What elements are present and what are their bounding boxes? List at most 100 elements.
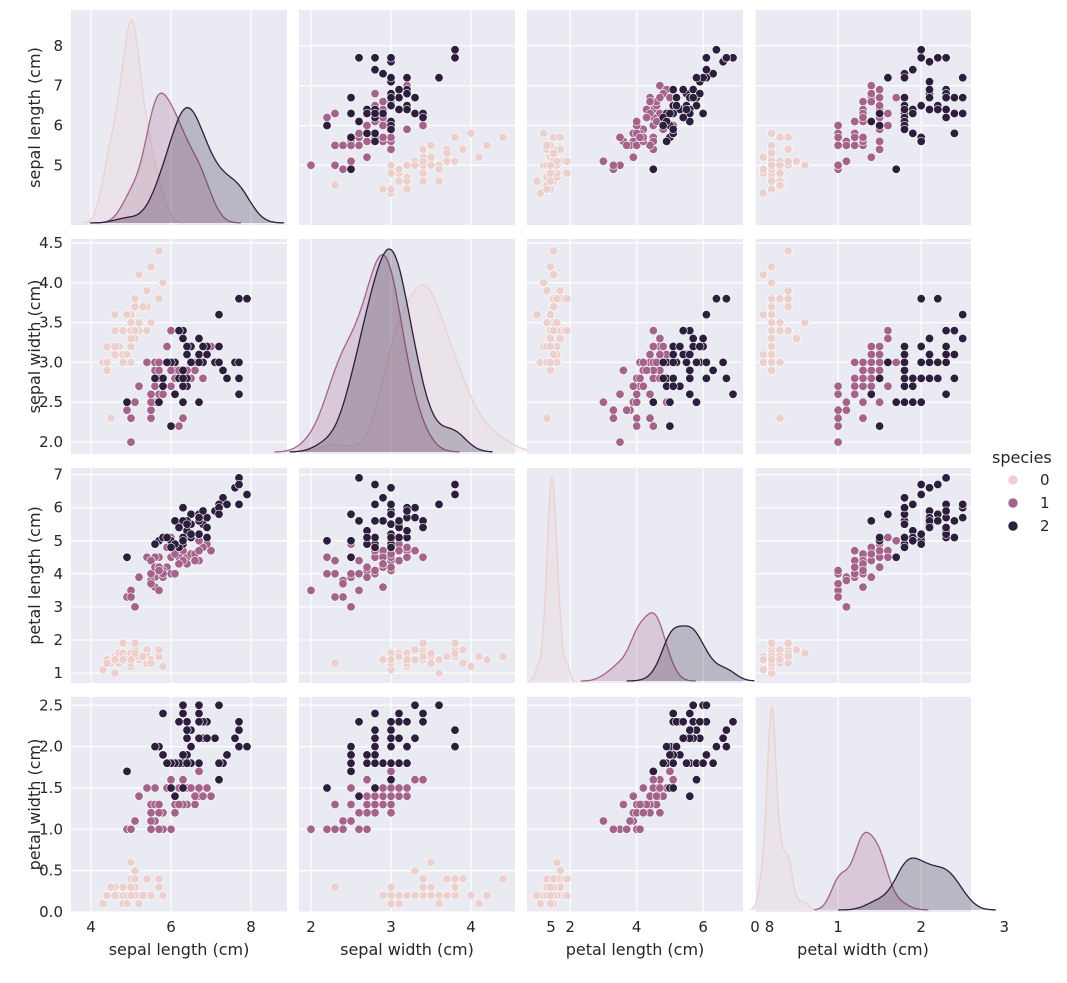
scatter-point-species-0: [442, 890, 452, 900]
kde-area-species-1: [814, 832, 929, 910]
scatter-point-species-0: [386, 890, 396, 900]
scatter-point-species-2: [891, 164, 901, 174]
x-axis-label-sepal-length: sepal length (cm): [109, 940, 250, 959]
scatter-point-species-0: [154, 882, 164, 892]
scatter-point-species-1: [130, 816, 140, 826]
scatter-point-species-0: [545, 357, 555, 367]
scatter-point-species-2: [933, 53, 943, 63]
scatter-point-species-1: [362, 791, 372, 801]
scatter-point-species-1: [178, 775, 188, 785]
scatter-point-species-1: [370, 808, 380, 818]
panel-sepal-length-vs-petal-width: [754, 10, 971, 225]
scatter-point-species-1: [608, 160, 618, 170]
x-tick-label: 3: [999, 918, 1009, 936]
scatter-point-species-0: [126, 333, 136, 343]
scatter-point-species-0: [130, 866, 140, 876]
scatter-point-species-2: [386, 73, 396, 83]
scatter-point-species-2: [194, 513, 204, 523]
scatter-point-species-2: [908, 499, 918, 509]
scatter-point-species-1: [410, 546, 420, 556]
scatter-point-species-2: [170, 389, 180, 399]
scatter-point-species-0: [418, 156, 428, 166]
scatter-point-species-2: [949, 532, 959, 542]
scatter-point-species-2: [394, 93, 404, 103]
panel-background: [755, 697, 971, 912]
scatter-point-species-2: [883, 509, 893, 519]
scatter-point-species-1: [134, 791, 144, 801]
scatter-point-species-1: [652, 791, 662, 801]
scatter-point-species-2: [182, 341, 192, 351]
scatter-point-species-0: [542, 286, 552, 296]
scatter-point-species-1: [841, 156, 851, 166]
scatter-point-species-2: [941, 113, 951, 123]
scatter-point-species-0: [539, 128, 549, 138]
scatter-point-species-2: [346, 742, 356, 752]
kde-curve-species-1: [814, 831, 929, 911]
kde-area-species-2: [626, 625, 760, 681]
scatter-point-species-2: [933, 373, 943, 383]
kde-curve-species-1: [96, 92, 241, 224]
scatter-point-species-2: [214, 357, 224, 367]
scatter-point-species-1: [146, 389, 156, 399]
scatter-point-species-0: [142, 874, 152, 884]
scatter-point-species-1: [330, 109, 340, 119]
scatter-point-species-2: [665, 421, 675, 431]
scatter-point-species-2: [450, 45, 460, 55]
scatter-point-species-2: [908, 397, 918, 407]
scatter-point-species-0: [545, 882, 555, 892]
scatter-point-species-2: [668, 349, 678, 359]
panel-sepal-width-vs-petal-width: [754, 239, 971, 454]
scatter-point-species-1: [875, 144, 885, 154]
scatter-point-species-2: [162, 357, 172, 367]
scatter-point-species-2: [701, 373, 711, 383]
legend-marker-species-0: [1007, 474, 1019, 486]
scatter-point-species-0: [110, 341, 120, 351]
scatter-point-species-1: [841, 397, 851, 407]
scatter-point-species-1: [330, 140, 340, 150]
scatter-point-species-2: [691, 775, 701, 785]
scatter-point-species-2: [202, 733, 212, 743]
scatter-point-species-0: [458, 874, 468, 884]
scatter-point-species-0: [330, 658, 340, 668]
scatter-point-species-1: [346, 140, 356, 150]
scatter-point-species-2: [678, 85, 688, 95]
scatter-point-species-0: [98, 899, 108, 909]
scatter-point-species-1: [875, 136, 885, 146]
scatter-point-species-1: [378, 121, 388, 131]
scatter-point-species-2: [728, 717, 738, 727]
scatter-point-species-2: [916, 294, 926, 304]
scatter-point-species-2: [866, 117, 876, 127]
scatter-point-species-2: [701, 750, 711, 760]
scatter-point-species-1: [866, 572, 876, 582]
scatter-point-species-2: [410, 503, 420, 513]
scatter-point-species-0: [130, 648, 140, 658]
scatter-point-species-2: [394, 717, 404, 727]
scatter-point-species-1: [875, 341, 885, 351]
scatter-point-species-2: [708, 758, 718, 768]
scatter-point-species-1: [655, 808, 665, 818]
scatter-point-species-2: [685, 373, 695, 383]
scatter-point-species-0: [535, 188, 545, 198]
kde-curve-species-0: [82, 19, 184, 224]
scatter-point-species-2: [354, 516, 364, 526]
scatter-point-species-1: [394, 556, 404, 566]
scatter-point-species-1: [833, 413, 843, 423]
scatter-point-species-0: [555, 866, 565, 876]
scatter-point-species-2: [668, 381, 678, 391]
scatter-point-species-1: [126, 437, 136, 447]
scatter-point-species-1: [122, 405, 132, 415]
scatter-point-species-2: [899, 542, 909, 552]
scatter-point-species-1: [386, 783, 396, 793]
scatter-point-species-2: [166, 542, 176, 552]
scatter-point-species-1: [642, 113, 652, 123]
scatter-point-species-1: [130, 602, 140, 612]
scatter-point-species-0: [154, 246, 164, 256]
scatter-point-species-1: [858, 113, 868, 123]
scatter-point-species-0: [102, 341, 112, 351]
scatter-point-species-2: [875, 532, 885, 542]
scatter-point-species-2: [899, 503, 909, 513]
scatter-point-species-1: [833, 121, 843, 131]
scatter-point-species-0: [158, 890, 168, 900]
scatter-point-species-1: [875, 357, 885, 367]
